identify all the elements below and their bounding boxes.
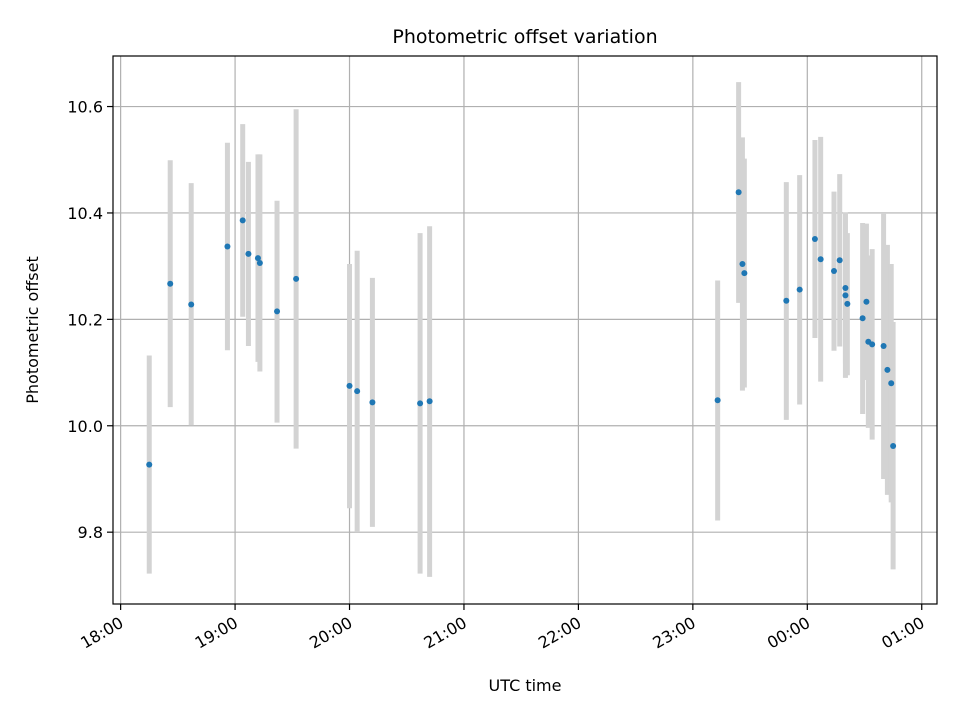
data-point: [880, 342, 887, 349]
data-point: [714, 397, 721, 404]
data-point: [293, 275, 300, 282]
chart-title: Photometric offset variation: [392, 26, 657, 48]
data-point: [239, 217, 246, 224]
y-tick-label: 10.6: [67, 98, 103, 117]
data-points: [146, 189, 897, 468]
data-point: [817, 256, 824, 263]
data-point: [796, 286, 803, 293]
data-point: [224, 243, 231, 250]
data-point: [836, 257, 843, 264]
plot-frame: [112, 55, 938, 605]
x-axis-title: UTC time: [489, 676, 562, 695]
data-point: [888, 380, 895, 387]
data-point: [831, 267, 837, 274]
data-point: [869, 341, 876, 348]
data-point: [741, 270, 748, 277]
data-point: [842, 292, 849, 299]
data-point: [256, 259, 263, 266]
data-point: [811, 236, 818, 243]
data-point: [254, 255, 261, 262]
data-point: [354, 388, 361, 395]
data-point: [369, 399, 376, 406]
y-tick-label: 10.0: [67, 417, 103, 436]
data-point: [884, 366, 891, 373]
data-point: [859, 315, 866, 322]
data-point: [735, 189, 742, 196]
data-point: [274, 308, 281, 315]
data-point: [346, 382, 353, 389]
data-point: [146, 461, 153, 468]
data-point: [739, 261, 746, 268]
data-point: [245, 250, 252, 257]
data-point: [417, 400, 424, 407]
data-point: [167, 280, 174, 287]
y-axis-title: Photometric offset: [23, 256, 42, 404]
data-point: [863, 298, 870, 305]
data-point: [844, 300, 851, 307]
data-point: [188, 301, 195, 308]
data-point: [426, 398, 433, 405]
data-point: [890, 442, 897, 449]
y-tick-label: 10.2: [67, 310, 103, 329]
y-tick-label: 9.8: [78, 523, 103, 542]
data-point: [842, 284, 849, 291]
y-tick-label: 10.4: [67, 204, 103, 223]
data-point: [783, 297, 790, 304]
